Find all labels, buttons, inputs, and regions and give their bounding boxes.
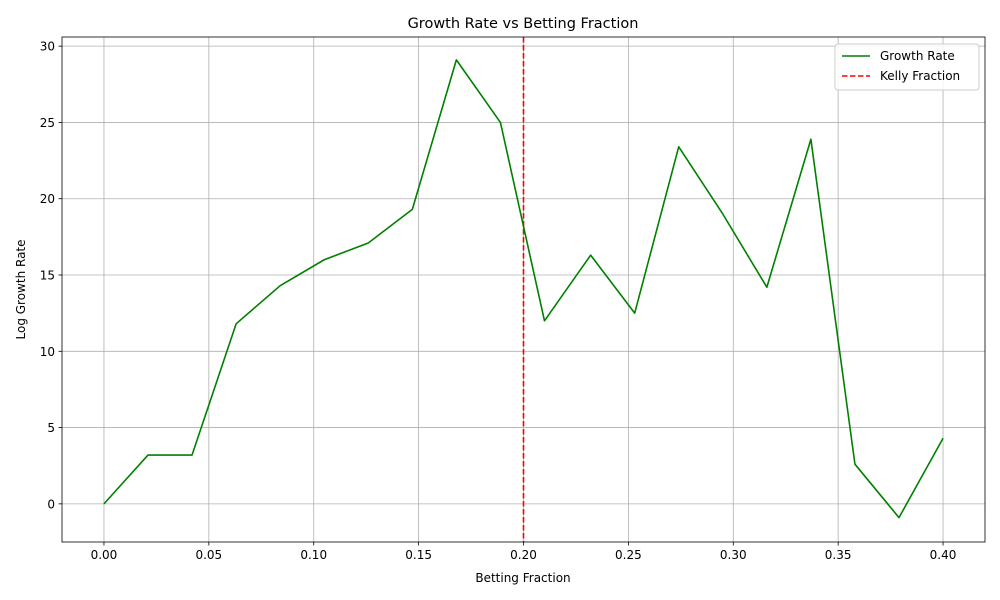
- growth-rate-point: [543, 319, 546, 322]
- growth-rate-point: [147, 454, 150, 457]
- growth-rate-line: [103, 59, 944, 519]
- legend-label-kelly-fraction: Kelly Fraction: [880, 69, 960, 83]
- growth-rate-point: [809, 138, 812, 141]
- growth-rate-point: [455, 58, 458, 61]
- y-tick-label: 15: [40, 269, 55, 283]
- y-tick-label: 30: [40, 40, 55, 54]
- x-tick-label: 0.00: [91, 548, 118, 562]
- x-tick-label: 0.20: [510, 548, 537, 562]
- growth-rate-point: [279, 284, 282, 287]
- growth-rate-point: [677, 145, 680, 148]
- growth-rate-point: [721, 212, 724, 215]
- y-tick-label: 5: [47, 421, 55, 435]
- y-axis-label: Log Growth Rate: [14, 239, 28, 339]
- growth-rate-point: [853, 463, 856, 466]
- x-axis-ticks: 0.00 0.05 0.10 0.15 0.20 0.25 0.30 0.35 0.40: [91, 542, 957, 562]
- y-tick-label: 25: [40, 116, 55, 130]
- y-tick-label: 20: [40, 192, 55, 206]
- legend-box: [834, 43, 980, 91]
- legend: Growth Rate Kelly Fraction: [834, 43, 980, 91]
- x-tick-label: 0.25: [615, 548, 642, 562]
- growth-rate-point: [589, 254, 592, 257]
- x-tick-label: 0.10: [300, 548, 327, 562]
- x-tick-label: 0.35: [825, 548, 852, 562]
- x-tick-label: 0.15: [405, 548, 432, 562]
- x-axis-label: Betting Fraction: [475, 571, 570, 585]
- chart-title: Growth Rate vs Betting Fraction: [408, 16, 639, 32]
- y-tick-label: 0: [47, 497, 55, 511]
- growth-rate-point: [235, 322, 238, 325]
- growth-rate-point: [102, 502, 105, 505]
- growth-rate-point: [323, 258, 326, 261]
- growth-rate-point: [367, 241, 370, 244]
- growth-rate-point: [897, 516, 900, 519]
- growth-rate-point: [191, 454, 194, 457]
- series-lines: [103, 59, 944, 519]
- growth-rate-point: [633, 312, 636, 315]
- legend-label-growth-rate: Growth Rate: [880, 49, 955, 63]
- growth-rate-point: [765, 286, 768, 289]
- x-tick-label: 0.30: [720, 548, 747, 562]
- x-tick-label: 0.40: [930, 548, 957, 562]
- y-tick-label: 10: [40, 345, 55, 359]
- growth-rate-point: [942, 437, 945, 440]
- growth-rate-point: [499, 121, 502, 124]
- y-axis-ticks: 0 5 10 15 20 25 30: [40, 40, 62, 511]
- x-tick-label: 0.05: [195, 548, 222, 562]
- growth-rate-point: [411, 208, 414, 211]
